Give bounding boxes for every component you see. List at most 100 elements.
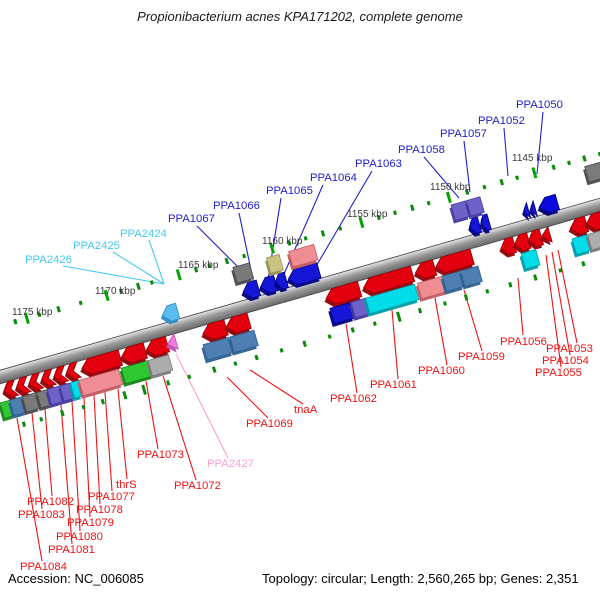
gene-label-PPA1062: PPA1062 xyxy=(330,393,377,405)
gene-feature[interactable] xyxy=(324,280,363,306)
leader-line-PPA1084 xyxy=(16,417,43,562)
gene-label-thrS: thrS xyxy=(116,479,137,491)
gene-label-PPA1079: PPA1079 xyxy=(67,517,114,529)
gene-feature[interactable] xyxy=(64,361,83,381)
scale-label-1170-kbp: 1170 kbp xyxy=(95,286,136,297)
scale-label-1150-kbp: 1150 kbp xyxy=(430,182,471,193)
gene-PPA2424[interactable] xyxy=(160,302,181,323)
scale-minor-tick xyxy=(558,268,563,273)
gene-PPA1067[interactable] xyxy=(232,262,255,284)
leader-line-PPA1063 xyxy=(307,170,373,281)
scale-label-1155-kbp: 1155 kbp xyxy=(347,209,388,220)
gene-feature[interactable] xyxy=(39,368,58,388)
gene-PPA2427[interactable] xyxy=(165,332,179,352)
gene-feature[interactable] xyxy=(586,229,600,251)
scale-minor-tick xyxy=(533,274,538,281)
gene-label-PPA2424: PPA2424 xyxy=(120,228,167,240)
scale-minor-tick xyxy=(567,160,572,166)
leader-line-PPA1073 xyxy=(145,380,159,450)
gene-label-PPA1073: PPA1073 xyxy=(137,449,184,461)
gene-label-PPA1078: PPA1078 xyxy=(76,504,123,516)
scale-major-tick xyxy=(445,191,452,204)
gene-label-PPA1059: PPA1059 xyxy=(458,351,505,363)
scale-major-tick xyxy=(269,242,275,254)
accession-text: Accession: NC_006085 xyxy=(8,571,144,586)
gene-feature[interactable] xyxy=(528,199,539,218)
leader-line-PPA1061 xyxy=(391,309,399,380)
scale-minor-tick xyxy=(39,416,44,422)
scale-minor-tick xyxy=(212,366,217,373)
gene-feature[interactable] xyxy=(266,253,284,274)
leader-line-PPA1054 xyxy=(551,251,571,356)
gene-PPA1054[interactable] xyxy=(527,228,545,248)
gene-feature[interactable] xyxy=(460,265,483,287)
gene-feature[interactable] xyxy=(80,349,124,376)
scale-minor-tick xyxy=(499,178,504,186)
gene-feature[interactable] xyxy=(288,243,319,268)
gene-label-PPA1055: PPA1055 xyxy=(535,367,582,379)
scale-minor-tick xyxy=(13,318,18,325)
gene-PPA1052[interactable] xyxy=(522,201,532,220)
leader-line-PPA1078 xyxy=(93,394,101,505)
gene-label-PPA1061: PPA1061 xyxy=(370,379,417,391)
gene-label-PPA2427: PPA2427 xyxy=(207,458,254,470)
gene-PPA1072[interactable] xyxy=(147,354,174,377)
scale-minor-tick xyxy=(302,340,307,348)
gene-tnaA[interactable] xyxy=(229,329,259,353)
gene-feature[interactable] xyxy=(144,335,171,357)
scale-minor-tick xyxy=(464,189,470,195)
gene-feature[interactable] xyxy=(433,248,475,275)
gene-label-PPA1081: PPA1081 xyxy=(48,544,95,556)
gene-label-PPA1084: PPA1084 xyxy=(20,561,67,573)
scale-major-tick xyxy=(23,312,30,325)
scale-minor-tick xyxy=(303,236,308,241)
gene-PPA1053[interactable] xyxy=(539,225,553,245)
gene-feature[interactable] xyxy=(413,259,438,281)
scale-minor-tick xyxy=(482,184,487,190)
gene-label-PPA1083: PPA1083 xyxy=(18,509,65,521)
gene-label-PPA1080: PPA1080 xyxy=(56,531,103,543)
gene-label-PPA1067: PPA1067 xyxy=(168,213,215,225)
gene-feature[interactable] xyxy=(361,265,416,295)
scale-minor-tick xyxy=(320,230,326,237)
gene-feature[interactable] xyxy=(201,319,229,342)
gene-feature[interactable] xyxy=(52,364,70,384)
gene-feature[interactable] xyxy=(479,213,492,232)
leader-line-PPA1079 xyxy=(83,397,91,518)
gene-label-PPA1063: PPA1063 xyxy=(355,158,402,170)
gene-label-PPA2426: PPA2426 xyxy=(25,254,72,266)
gene-feature[interactable] xyxy=(27,371,45,391)
scale-minor-tick xyxy=(508,281,513,288)
scale-minor-tick xyxy=(207,263,212,269)
gene-thrS[interactable] xyxy=(78,368,124,397)
scale-minor-tick xyxy=(193,266,199,273)
gene-PPA1057[interactable] xyxy=(465,196,485,217)
gene-PPA1061[interactable] xyxy=(364,283,420,315)
genome-backbone-bar[interactable] xyxy=(0,187,600,388)
scale-major-tick xyxy=(531,167,538,179)
scale-minor-tick xyxy=(410,204,415,212)
gene-feature[interactable] xyxy=(224,312,252,335)
scale-minor-tick xyxy=(551,164,556,171)
scale-minor-tick xyxy=(187,374,192,380)
leader-line-PPA1077 xyxy=(104,391,113,492)
scale-minor-tick xyxy=(581,260,586,267)
scale-major-tick xyxy=(358,216,365,229)
gene-feature[interactable] xyxy=(119,342,149,365)
gene-feature[interactable] xyxy=(14,375,33,395)
figure-title: Propionibacterium acnes KPA171202, compl… xyxy=(137,9,463,24)
leader-line-PPA1050 xyxy=(536,111,544,175)
scale-minor-tick xyxy=(78,300,83,306)
gene-feature[interactable] xyxy=(2,379,20,399)
gene-feature[interactable] xyxy=(584,160,600,183)
gene-label-PPA1050: PPA1050 xyxy=(516,99,563,111)
leader-line-PPA1062 xyxy=(345,323,358,394)
gene-label-PPA1069: PPA1069 xyxy=(246,418,293,430)
gene-PPA1056[interactable] xyxy=(520,248,541,270)
scale-minor-tick xyxy=(393,210,398,216)
scale-major-tick xyxy=(103,289,110,302)
scale-minor-tick xyxy=(426,200,431,206)
gene-PPA1050[interactable] xyxy=(537,193,561,215)
gene-feature[interactable] xyxy=(568,215,590,236)
